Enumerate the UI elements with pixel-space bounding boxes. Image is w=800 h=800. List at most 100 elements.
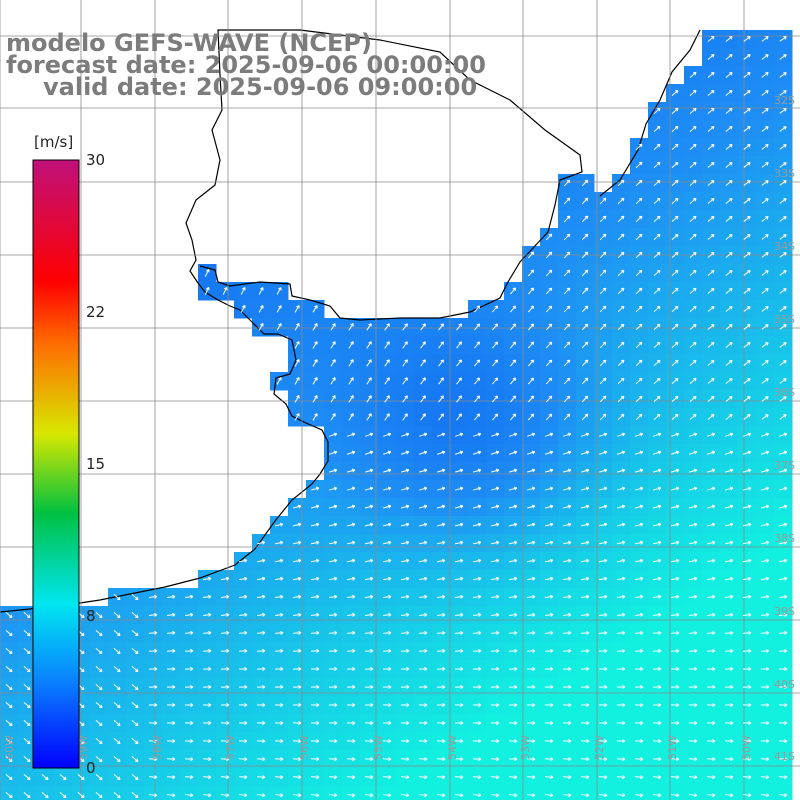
wind-arrow	[384, 341, 390, 349]
wind-arrow	[166, 684, 176, 689]
wind-arrow	[671, 432, 680, 437]
speed-cell	[0, 786, 19, 800]
wind-arrow	[508, 775, 518, 780]
wind-arrow	[599, 233, 607, 241]
wind-arrow	[761, 108, 769, 114]
wind-arrow	[364, 594, 374, 599]
wind-arrow	[240, 305, 246, 313]
wind-arrow	[5, 666, 13, 673]
wind-arrow	[59, 792, 67, 799]
wind-arrow	[563, 413, 571, 421]
wind-arrow	[671, 323, 679, 331]
wind-arrow	[742, 540, 752, 545]
wind-arrow	[238, 666, 248, 671]
wind-arrow	[202, 666, 212, 671]
wind-arrow	[635, 413, 643, 421]
wind-arrow	[743, 180, 751, 186]
wind-arrow	[581, 287, 589, 295]
wind-arrow	[742, 793, 752, 798]
wind-arrow	[599, 486, 608, 491]
wind-arrow	[400, 757, 410, 762]
wind-arrow	[113, 630, 121, 637]
wind-arrow	[491, 450, 500, 455]
wind-arrow	[527, 251, 535, 259]
wind-arrow	[707, 269, 715, 276]
wind-arrow	[455, 450, 464, 455]
wind-arrow	[256, 648, 266, 653]
wind-arrow	[364, 612, 374, 617]
wind-arrow	[761, 252, 769, 258]
wind-arrow	[635, 143, 643, 151]
lat-label: 37S	[774, 459, 795, 472]
wind-arrow	[653, 377, 661, 385]
wind-arrow	[330, 377, 336, 385]
wind-arrow	[778, 576, 788, 581]
wind-arrow	[400, 703, 410, 707]
wind-arrow	[779, 252, 787, 258]
wind-arrow	[725, 324, 733, 330]
wind-arrow	[490, 666, 500, 671]
wind-arrow	[328, 793, 338, 798]
wind-arrow	[400, 612, 410, 617]
wind-arrow	[599, 305, 607, 313]
wind-arrow	[689, 468, 698, 473]
wind-arrow	[653, 143, 661, 151]
wind-arrow	[276, 377, 282, 385]
wind-arrow	[418, 739, 428, 744]
speed-cell	[576, 786, 595, 800]
wind-arrow	[617, 468, 626, 473]
wind-arrow	[653, 432, 662, 437]
wind-arrow	[364, 630, 374, 635]
wind-arrow	[492, 395, 499, 403]
wind-arrow	[294, 377, 300, 385]
wind-arrow	[508, 703, 518, 707]
wind-arrow	[779, 414, 787, 420]
wind-arrow	[526, 576, 536, 581]
wind-arrow	[761, 468, 770, 473]
wind-arrow	[256, 775, 266, 780]
wind-arrow	[707, 432, 716, 437]
wind-arrow	[510, 359, 517, 367]
wind-arrow	[616, 504, 626, 509]
wind-arrow	[724, 684, 734, 689]
wind-arrow	[743, 252, 751, 258]
wind-arrow	[760, 522, 770, 527]
wind-arrow	[689, 432, 698, 437]
wind-arrow	[671, 305, 679, 313]
wind-arrow	[292, 666, 302, 671]
wind-arrow	[725, 90, 733, 96]
wind-arrow	[581, 197, 589, 205]
wind-arrow	[599, 468, 608, 473]
wind-arrow	[671, 486, 680, 491]
wind-arrow	[743, 72, 751, 78]
wind-arrow	[688, 721, 698, 726]
wind-arrow	[384, 377, 390, 385]
wind-arrow	[490, 522, 500, 527]
wind-arrow	[312, 395, 318, 403]
wind-arrow	[581, 486, 590, 491]
wind-arrow	[563, 287, 571, 295]
wind-arrow	[346, 630, 356, 635]
wind-arrow	[760, 504, 770, 509]
speed-cell	[648, 786, 667, 800]
lat-label: 41S	[774, 750, 795, 763]
wind-arrow	[634, 648, 644, 653]
wind-arrow	[724, 739, 734, 744]
speed-cell	[702, 786, 721, 800]
wind-vectors	[5, 35, 788, 799]
wind-arrow	[617, 432, 626, 437]
wind-arrow	[563, 359, 571, 367]
wind-arrow	[761, 450, 770, 455]
wind-arrow	[671, 359, 679, 367]
wind-arrow	[454, 594, 464, 599]
wind-arrow	[402, 341, 408, 349]
wind-arrow	[598, 648, 608, 653]
wind-arrow	[635, 486, 644, 491]
wind-arrow	[364, 504, 374, 509]
wind-arrow	[779, 162, 787, 168]
wind-arrow	[653, 125, 661, 133]
wind-arrow	[419, 450, 428, 455]
wind-arrow	[5, 702, 13, 709]
wind-arrow	[652, 684, 662, 689]
